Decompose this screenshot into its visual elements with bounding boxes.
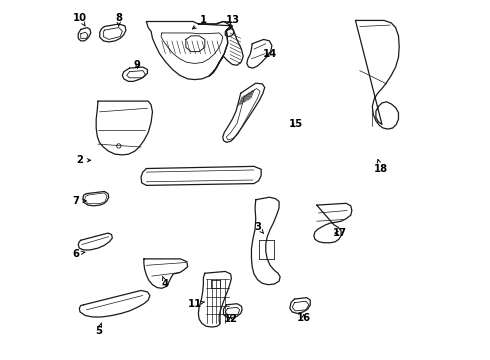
Text: 4: 4 — [162, 276, 169, 289]
Text: 15: 15 — [289, 120, 303, 129]
Text: 1: 1 — [193, 15, 207, 29]
Text: 11: 11 — [188, 299, 205, 309]
Text: 12: 12 — [223, 314, 238, 324]
Text: 18: 18 — [373, 159, 388, 174]
Text: 5: 5 — [95, 323, 102, 336]
Text: 16: 16 — [296, 313, 311, 323]
Text: 17: 17 — [332, 228, 346, 238]
Text: 6: 6 — [72, 248, 85, 258]
Text: 2: 2 — [76, 155, 91, 165]
Text: 10: 10 — [73, 13, 87, 26]
Text: 3: 3 — [254, 222, 264, 234]
Text: 8: 8 — [115, 13, 122, 26]
Text: 13: 13 — [225, 15, 240, 28]
Text: 9: 9 — [134, 59, 141, 69]
Text: 7: 7 — [73, 196, 86, 206]
Text: 14: 14 — [263, 49, 277, 59]
